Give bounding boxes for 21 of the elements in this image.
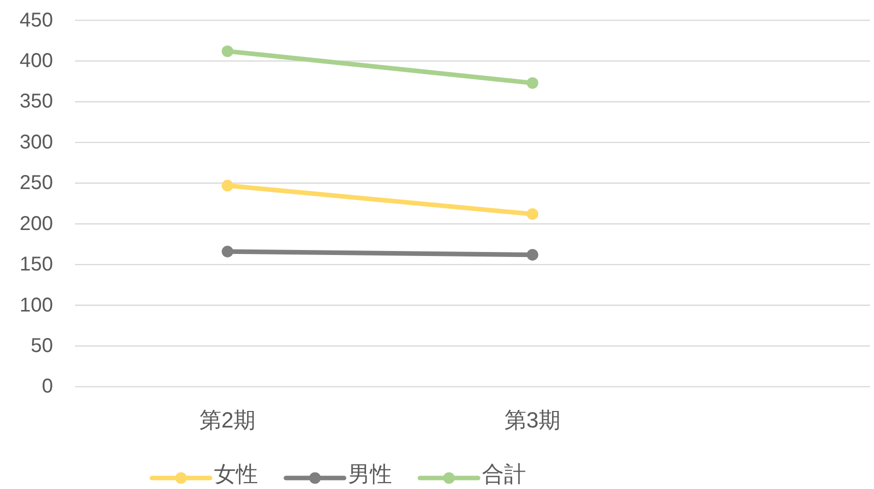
y-tick-label: 250 [20,172,53,194]
y-tick-label: 300 [20,131,53,154]
y-tick-label: 400 [20,50,53,72]
y-tick-label: 350 [20,90,53,113]
legend-label: 男性 [348,462,392,486]
point [526,248,538,261]
point [222,246,234,258]
point [526,208,538,220]
point [222,180,234,192]
x-tick-label: 第2期 [199,408,256,432]
legend-label: 女性 [214,462,258,486]
y-tick-label: 150 [20,254,53,276]
legend-label: 合計 [482,462,526,486]
point [222,45,234,58]
y-tick-label: 200 [20,212,53,235]
y-tick-label: 100 [20,294,53,316]
point [526,77,538,89]
y-tick-label: 450 [20,9,53,32]
x-tick-label: 第3期 [504,408,561,432]
y-tick-label: 0 [42,376,53,398]
y-tick-label: 50 [30,334,53,357]
